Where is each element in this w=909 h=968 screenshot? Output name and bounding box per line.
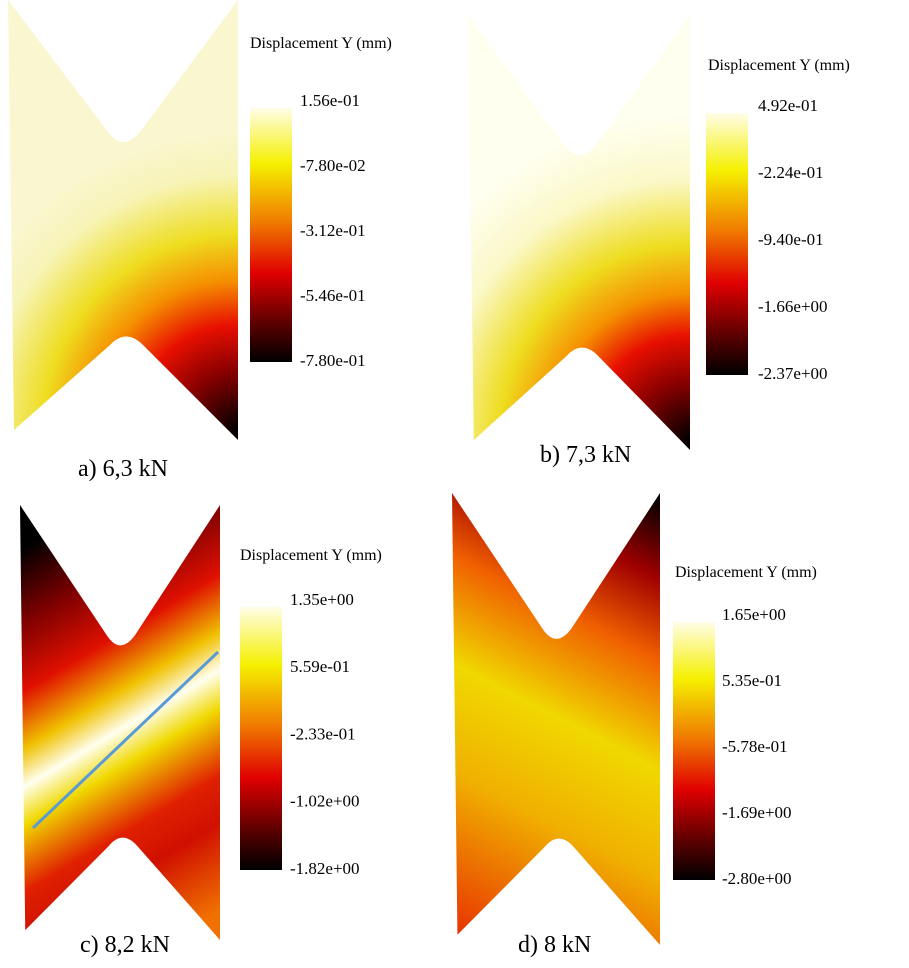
colorbar-tick-label: 5.35e-01 xyxy=(722,671,782,690)
colorbar-tick-label: -1.02e+00 xyxy=(290,792,360,811)
specimen-field xyxy=(452,493,660,945)
colorbar-tick-label: 1.65e+00 xyxy=(722,605,786,624)
colorbar-tick-label: -2.24e-01 xyxy=(758,163,824,182)
colorbar-tick-label: 1.35e+00 xyxy=(290,590,354,609)
colorbar-tick-label: 5.59e-01 xyxy=(290,657,350,676)
colorbar-tick-label: -5.46e-01 xyxy=(300,286,366,305)
colorbar-tick-label: -3.12e-01 xyxy=(300,221,366,240)
colorbar-tick-label: -7.80e-01 xyxy=(300,351,366,370)
specimen-field xyxy=(468,15,690,450)
section-line xyxy=(31,650,220,830)
colorbar xyxy=(673,622,715,880)
panel-caption: d) 8 kN xyxy=(518,932,591,958)
colorbar-tick-label: -1.66e+00 xyxy=(758,297,828,316)
colorbar xyxy=(250,108,292,362)
colorbar-tick-label: -9.40e-01 xyxy=(758,230,824,249)
panel-caption: a) 6,3 kN xyxy=(78,456,168,482)
colorbar-title: Displacement Y (mm) xyxy=(250,35,392,52)
panel-caption: c) 8,2 kN xyxy=(80,932,170,958)
colorbar-title: Displacement Y (mm) xyxy=(708,57,850,74)
colorbar-title: Displacement Y (mm) xyxy=(240,547,382,564)
colorbar-tick-label: -1.82e+00 xyxy=(290,859,360,878)
panel-caption: b) 7,3 kN xyxy=(540,442,631,468)
colorbar-title: Displacement Y (mm) xyxy=(675,564,817,581)
colorbar-tick-label: -7.80e-02 xyxy=(300,156,366,175)
colorbar-tick-label: -5.78e-01 xyxy=(722,737,788,756)
colorbar-tick-label: 1.56e-01 xyxy=(300,91,360,110)
colorbar xyxy=(706,113,748,375)
colorbar-tick-label: 4.92e-01 xyxy=(758,96,818,115)
colorbar xyxy=(240,607,282,870)
colorbar-tick-label: -1.69e+00 xyxy=(722,803,792,822)
colorbar-tick-label: -2.37e+00 xyxy=(758,364,828,383)
colorbar-tick-label: -2.33e-01 xyxy=(290,724,356,743)
specimen-field xyxy=(8,0,238,440)
specimen-field xyxy=(20,505,220,940)
colorbar-tick-label: -2.80e+00 xyxy=(722,869,792,888)
